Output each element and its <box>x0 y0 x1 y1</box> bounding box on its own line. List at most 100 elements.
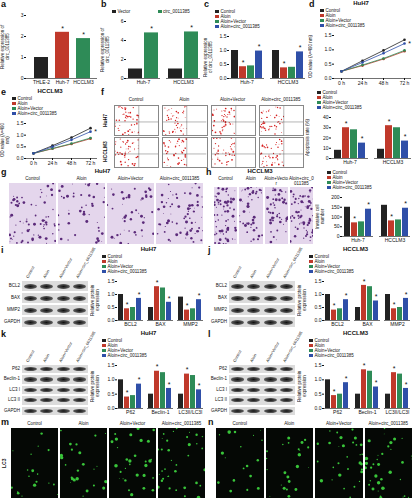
svg-text:1: 1 <box>21 54 24 60</box>
svg-text:*: * <box>198 292 201 299</box>
svg-text:*: * <box>388 118 391 125</box>
svg-text:2: 2 <box>121 56 124 62</box>
svg-text:*: * <box>168 381 171 388</box>
svg-text:*: * <box>367 201 370 208</box>
svg-text:*: * <box>186 302 189 309</box>
svg-text:40: 40 <box>323 114 329 120</box>
svg-text:0.5: 0.5 <box>325 61 332 67</box>
svg-text:Huh-7: Huh-7 <box>240 79 254 85</box>
svg-text:48 h: 48 h <box>67 160 77 166</box>
svg-text:*: * <box>404 133 407 140</box>
svg-text:*: * <box>393 301 396 308</box>
svg-text:*: * <box>138 376 141 383</box>
svg-text:*: * <box>345 120 348 127</box>
svg-text:0.0: 0.0 <box>108 317 115 323</box>
svg-text:LC3II/LC3I: LC3II/LC3I <box>386 409 410 415</box>
svg-text:LC3II/LC3I: LC3II/LC3I <box>179 409 203 415</box>
svg-text:72 h: 72 h <box>400 80 410 86</box>
svg-text:Huh-7: Huh-7 <box>343 159 357 165</box>
svg-text:*: * <box>361 135 364 142</box>
svg-text:*: * <box>138 291 141 298</box>
svg-text:72 h: 72 h <box>86 160 96 166</box>
svg-text:0 h: 0 h <box>338 80 345 86</box>
svg-text:1.5: 1.5 <box>220 33 227 39</box>
svg-text:*: * <box>283 60 286 67</box>
svg-text:0.0: 0.0 <box>315 317 322 323</box>
svg-text:*: * <box>156 363 159 370</box>
svg-text:*: * <box>299 44 302 51</box>
svg-text:*: * <box>242 59 245 66</box>
svg-text:*: * <box>198 382 201 389</box>
svg-text:*: * <box>156 279 159 286</box>
svg-text:*: * <box>150 25 153 32</box>
svg-text:4: 4 <box>121 37 124 43</box>
svg-text:48 h: 48 h <box>379 80 389 86</box>
svg-text:24 h: 24 h <box>48 160 58 166</box>
svg-text:*: * <box>353 215 356 222</box>
svg-text:0: 0 <box>21 75 24 81</box>
svg-text:1.0: 1.0 <box>108 291 115 297</box>
svg-text:0.0: 0.0 <box>220 75 227 81</box>
svg-text:*: * <box>126 301 129 308</box>
svg-text:*: * <box>61 25 64 32</box>
svg-text:P62: P62 <box>333 409 342 415</box>
svg-text:3: 3 <box>21 12 24 18</box>
svg-text:HCCLM3: HCCLM3 <box>173 79 194 85</box>
svg-text:0: 0 <box>337 233 340 239</box>
svg-text:1.5: 1.5 <box>108 362 115 368</box>
svg-text:1.0: 1.0 <box>17 132 24 138</box>
svg-text:*: * <box>190 24 193 31</box>
svg-text:*: * <box>94 128 97 135</box>
svg-text:0.0: 0.0 <box>108 405 115 411</box>
svg-text:HCCLM3: HCCLM3 <box>385 237 406 243</box>
svg-text:MMP2: MMP2 <box>183 321 198 327</box>
svg-text:THLE-2: THLE-2 <box>33 79 50 85</box>
svg-text:30: 30 <box>323 124 329 130</box>
svg-text:0.5: 0.5 <box>17 143 24 149</box>
svg-text:0.0: 0.0 <box>315 405 322 411</box>
svg-text:1.5: 1.5 <box>17 120 24 126</box>
svg-text:Huh-7: Huh-7 <box>137 79 151 85</box>
svg-text:0.0: 0.0 <box>17 155 24 161</box>
svg-text:HCCLM3: HCCLM3 <box>278 79 299 85</box>
svg-text:200: 200 <box>331 194 340 200</box>
svg-text:6: 6 <box>121 18 124 24</box>
svg-text:*: * <box>405 291 408 298</box>
svg-text:*: * <box>375 379 378 386</box>
svg-text:0.5: 0.5 <box>315 304 322 310</box>
svg-text:50: 50 <box>334 223 340 229</box>
svg-text:24 h: 24 h <box>358 80 368 86</box>
svg-text:*: * <box>345 292 348 299</box>
svg-text:2: 2 <box>21 33 24 39</box>
svg-text:0: 0 <box>326 155 329 161</box>
svg-text:*: * <box>126 389 129 396</box>
svg-text:0.5: 0.5 <box>108 391 115 397</box>
svg-text:20: 20 <box>323 135 329 141</box>
svg-text:150: 150 <box>331 204 340 210</box>
svg-text:Beclin-1: Beclin-1 <box>358 409 376 415</box>
svg-text:*: * <box>333 302 336 309</box>
svg-text:0.0: 0.0 <box>325 75 332 81</box>
svg-text:1.0: 1.0 <box>108 376 115 382</box>
svg-text:Huh-7: Huh-7 <box>351 237 365 243</box>
svg-text:100: 100 <box>331 214 340 220</box>
svg-text:0.5: 0.5 <box>315 391 322 397</box>
svg-text:*: * <box>82 31 85 38</box>
svg-text:*: * <box>363 278 366 285</box>
svg-text:HCCLM3: HCCLM3 <box>383 159 404 165</box>
svg-text:1.0: 1.0 <box>325 46 332 52</box>
svg-text:BCL2: BCL2 <box>124 321 137 327</box>
svg-text:BAX: BAX <box>362 321 373 327</box>
svg-text:Beclin-1: Beclin-1 <box>151 409 169 415</box>
svg-text:0.5: 0.5 <box>220 61 227 67</box>
svg-text:1.5: 1.5 <box>108 278 115 284</box>
svg-text:BAX: BAX <box>155 321 166 327</box>
svg-text:*: * <box>363 362 366 369</box>
svg-text:10: 10 <box>323 145 329 151</box>
svg-text:*: * <box>375 293 378 300</box>
svg-text:*: * <box>258 43 261 50</box>
svg-text:MMP2: MMP2 <box>390 321 405 327</box>
svg-text:1.5: 1.5 <box>315 278 322 284</box>
svg-text:1.5: 1.5 <box>325 32 332 38</box>
svg-text:*: * <box>345 375 348 382</box>
